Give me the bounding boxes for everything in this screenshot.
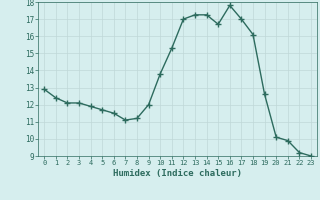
X-axis label: Humidex (Indice chaleur): Humidex (Indice chaleur) — [113, 169, 242, 178]
